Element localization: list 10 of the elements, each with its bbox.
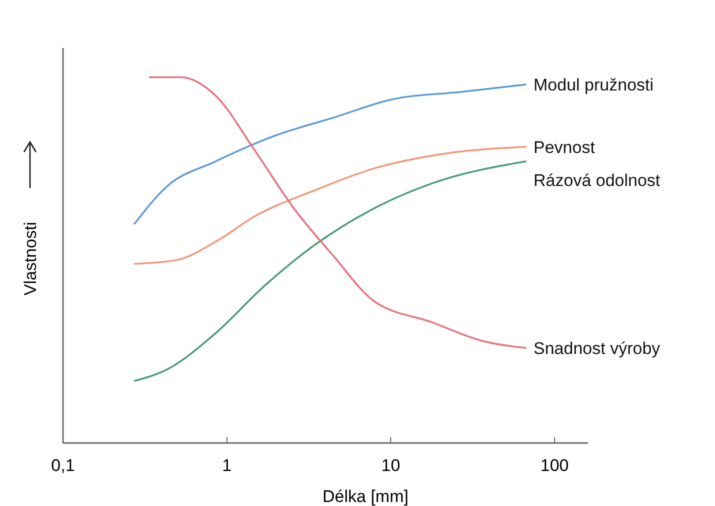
series-label: Rázová odolnost <box>534 170 660 190</box>
y-axis-title: Vlastnosti <box>21 222 40 296</box>
series-label: Pevnost <box>534 138 596 157</box>
x-tick-label: 100 <box>540 456 569 475</box>
x-axis-title: Délka [mm] <box>322 487 408 506</box>
x-tick-label: 0,1 <box>51 456 75 475</box>
series-label: Snadnost výroby <box>534 338 661 358</box>
series-label: Modul pružnosti <box>534 76 654 95</box>
x-tick-label: 1 <box>222 456 232 475</box>
x-tick-label: 10 <box>381 456 400 475</box>
